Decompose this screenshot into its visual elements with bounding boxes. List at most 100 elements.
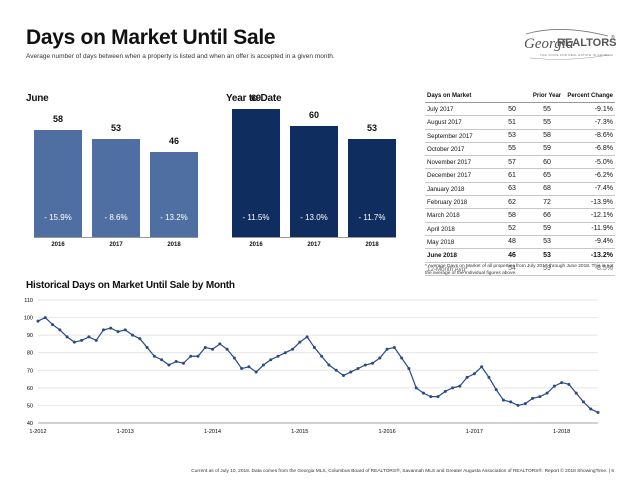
cell-prior-year: 55 xyxy=(543,105,551,113)
cell-prior-year: 58 xyxy=(543,132,551,140)
june-bar-year-2018: 2018 xyxy=(167,242,181,248)
historical-point xyxy=(341,374,345,378)
cell-percent-change: -11.9% xyxy=(591,225,613,233)
footer-page-number: | 6 xyxy=(608,469,614,474)
historical-point xyxy=(378,356,382,360)
historical-point xyxy=(101,328,105,332)
cell-percent-change: -8.6% xyxy=(594,132,613,140)
historical-point xyxy=(167,363,171,367)
avg-cell: 59 xyxy=(543,265,551,273)
historical-point xyxy=(254,370,258,374)
historical-point xyxy=(552,384,556,388)
historical-point xyxy=(436,395,440,399)
historical-point xyxy=(80,338,84,342)
cell-current: 55 xyxy=(508,145,516,153)
page-title: Days on Market Until Sale xyxy=(26,26,276,49)
june-bar-change-2017: - 8.6% xyxy=(104,213,128,222)
historical-point xyxy=(574,391,578,395)
historical-point xyxy=(160,358,164,362)
header-percent-change: Percent Change xyxy=(567,93,613,99)
cell-current: 53 xyxy=(508,132,516,140)
avg-cell: 54 xyxy=(508,265,516,273)
historical-point xyxy=(443,389,447,393)
cell-month: March 2018 xyxy=(427,212,460,220)
historical-point xyxy=(334,368,338,372)
historical-point xyxy=(109,326,113,330)
ytd-bar-change-2018: - 11.7% xyxy=(358,213,386,222)
cell-percent-change: -7.4% xyxy=(594,185,613,193)
cell-current: 46 xyxy=(508,251,516,259)
cell-current: 61 xyxy=(508,171,516,179)
cell-prior-year: 53 xyxy=(543,251,551,259)
logo-script: Georgia xyxy=(524,36,574,52)
y-tick-label: 110 xyxy=(24,298,33,304)
historical-point xyxy=(451,386,455,390)
historical-point xyxy=(174,360,178,363)
ytd-baseline xyxy=(232,237,396,238)
historical-title: Historical Days on Market Until Sale by … xyxy=(26,280,235,291)
ytd-bar-year-2016: 2016 xyxy=(249,242,263,248)
page-subtitle: Average number of days between when a pr… xyxy=(26,53,335,60)
header-prior-year: Prior Year xyxy=(532,93,562,99)
historical-point xyxy=(523,402,527,406)
historical-point xyxy=(356,367,360,371)
cell-prior-year: 72 xyxy=(543,198,551,206)
cell-month: April 2018 xyxy=(427,225,455,233)
ytd-bar-change-2017: - 13.0% xyxy=(300,213,328,222)
cell-prior-year: 68 xyxy=(543,185,551,193)
historical-point xyxy=(560,381,564,385)
y-tick-label: 50 xyxy=(27,403,33,409)
cell-current: 50 xyxy=(508,105,516,113)
x-tick-label: 1-2013 xyxy=(117,429,134,435)
historical-point xyxy=(596,410,600,414)
historical-point xyxy=(392,345,396,349)
y-tick-label: 70 xyxy=(27,368,33,374)
y-tick-label: 80 xyxy=(27,351,33,357)
x-tick-label: 1-2016 xyxy=(379,429,396,435)
historical-point xyxy=(298,340,302,344)
historical-point xyxy=(567,382,571,386)
historical-point xyxy=(414,386,418,390)
historical-point xyxy=(516,403,520,407)
cell-current: 63 xyxy=(508,185,516,193)
cell-month: September 2017 xyxy=(427,132,473,140)
x-tick-label: 1-2014 xyxy=(204,429,221,435)
table-row: November 2017 57 60 -5.0% xyxy=(425,156,615,170)
cell-current: 48 xyxy=(508,238,516,246)
footer-text: Current as of July 10, 2018. Data comes … xyxy=(191,469,614,474)
cell-month: January 2018 xyxy=(427,185,465,193)
historical-point xyxy=(487,375,491,379)
cell-percent-change: -13.9% xyxy=(590,198,613,206)
logo-tagline: THE VOICE FOR REAL ESTATE IN GEORGIA xyxy=(540,53,614,57)
cell-percent-change: -13.2% xyxy=(590,251,613,259)
historical-point xyxy=(545,391,549,395)
historical-point xyxy=(232,356,236,360)
historical-point xyxy=(43,316,47,320)
table-footnote: * Average Days on Market of all properti… xyxy=(425,264,614,276)
y-tick-label: 90 xyxy=(27,333,33,339)
cell-prior-year: 59 xyxy=(543,145,551,153)
table-row: March 2018 58 66 -12.1% xyxy=(425,209,615,223)
table-row: August 2017 51 55 -7.3% xyxy=(425,116,615,130)
historical-point xyxy=(509,400,513,404)
logo-bold: REALTORS xyxy=(557,37,617,49)
historical-point xyxy=(240,367,244,371)
historical-point xyxy=(189,354,193,358)
cell-percent-change: -6.2% xyxy=(594,171,613,179)
june-bar-change-2016: - 15.9% xyxy=(44,213,72,222)
historical-point xyxy=(152,354,156,358)
june-bar-year-2017: 2017 xyxy=(109,242,123,248)
ytd-bar-value-2017: 60 xyxy=(308,109,319,120)
historical-point xyxy=(181,361,185,365)
table-header: Days on Market Prior Year Percent Change xyxy=(425,90,615,103)
historical-point xyxy=(312,345,316,349)
table-row: October 2017 55 59 -6.8% xyxy=(425,143,615,157)
june-bar-change-2018: - 13.2% xyxy=(160,213,188,222)
cell-month: February 2018 xyxy=(427,199,468,207)
historical-point xyxy=(58,328,62,332)
logo-registered: ® xyxy=(611,35,615,41)
cell-current: 52 xyxy=(508,225,516,233)
historical-point xyxy=(211,347,215,351)
header-month: Days on Market xyxy=(427,93,472,99)
cell-month: May 2018 xyxy=(427,238,455,246)
